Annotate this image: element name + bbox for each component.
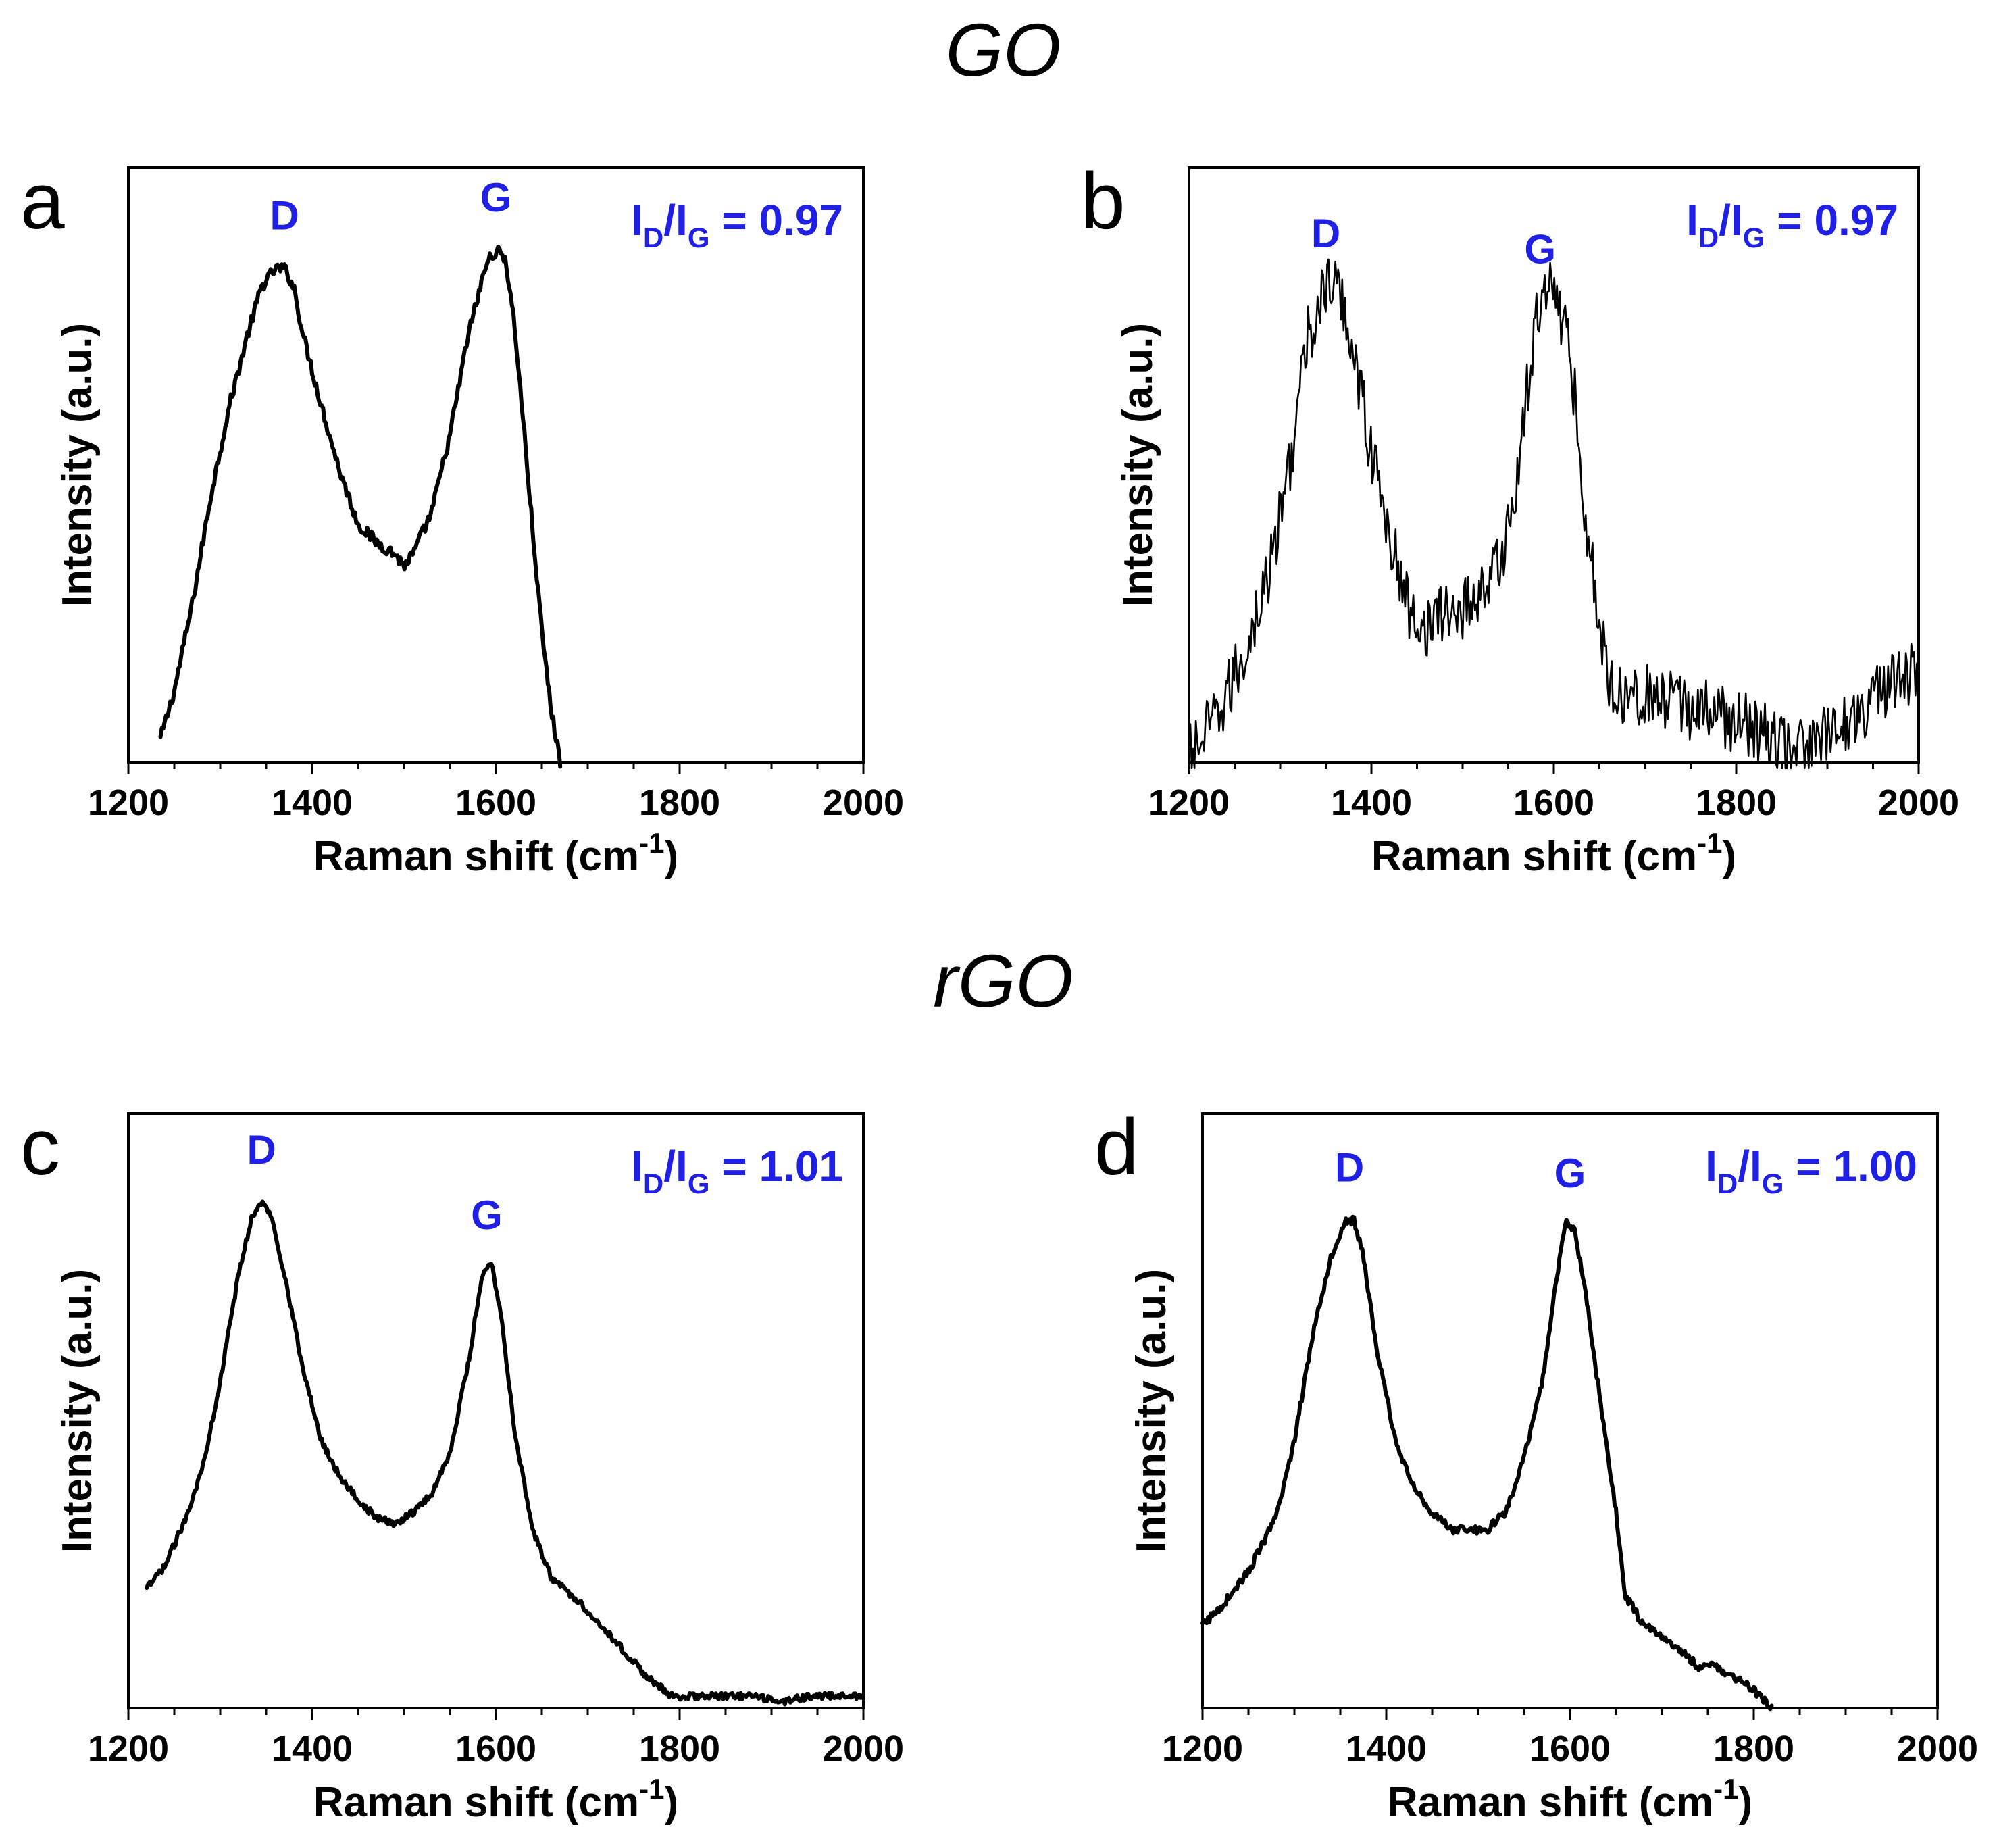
x-tick-label: 1800 xyxy=(639,1728,720,1769)
ratio-base: I xyxy=(676,1142,688,1191)
x-tick-label: 1400 xyxy=(1331,782,1412,823)
x-tick-label: 2000 xyxy=(1878,782,1959,823)
panel-letter-b: b xyxy=(1081,157,1125,246)
ratio-value: = 1.01 xyxy=(710,1142,844,1191)
x-tick-label: 1200 xyxy=(1148,782,1230,823)
y-axis-label: Intensity (a.u.) xyxy=(1128,1269,1175,1553)
x-axis-label-close: ) xyxy=(665,833,679,880)
x-tick-label: 1200 xyxy=(1162,1728,1243,1769)
peak-label-d: D xyxy=(1335,1145,1364,1190)
spectrum-line-c xyxy=(145,1199,865,1707)
id-ig-ratio: ID/IG = 0.97 xyxy=(1686,196,1898,253)
y-axis-label: Intensity (a.u.) xyxy=(1115,323,1161,607)
peak-label-d: D xyxy=(247,1127,276,1172)
spectrum-line-a xyxy=(158,245,563,769)
ratio-base: I xyxy=(1750,1142,1762,1191)
x-axis-label-sup: -1 xyxy=(1713,1773,1738,1805)
y-axis-label: Intensity (a.u.) xyxy=(54,1269,101,1553)
ratio-sub-d: D xyxy=(643,222,663,253)
spectrum-line-b xyxy=(1188,258,1919,770)
x-axis-label-sup: -1 xyxy=(639,827,664,859)
id-ig-ratio: ID/IG = 0.97 xyxy=(631,196,843,253)
x-tick-label: 1600 xyxy=(1529,1728,1611,1769)
x-tick-label: 1400 xyxy=(1346,1728,1427,1769)
ratio-sub-d: D xyxy=(1717,1168,1738,1199)
x-axis-label: Raman shift (cm-1) xyxy=(313,827,678,880)
x-tick-label: 2000 xyxy=(823,782,904,823)
x-axis-label-text: Raman shift (cm xyxy=(313,1779,639,1826)
peak-label-g: G xyxy=(1554,1151,1586,1196)
ratio-slash: / xyxy=(663,1142,676,1191)
ratio-base: I xyxy=(631,1142,643,1191)
chart-panel-d: d 1200 1400 1600 1800 2000 Raman shift (cm-1) I… xyxy=(1094,1103,1978,1826)
x-axis-label-text: Raman shift (cm xyxy=(1388,1779,1713,1826)
ratio-value: = 0.97 xyxy=(1765,196,1899,245)
x-tick-label: 1400 xyxy=(272,782,353,823)
x-tick-label: 1200 xyxy=(88,1728,169,1769)
x-axis-label: Raman shift (cm-1) xyxy=(313,1773,678,1826)
x-tick-label: 1600 xyxy=(455,782,536,823)
peak-label-g: G xyxy=(1524,226,1556,272)
x-axis-label-text: Raman shift (cm xyxy=(313,833,639,880)
chart-panel-b: b 1200 1400 1600 1800 2000 Raman shift (cm-1) I… xyxy=(1081,157,1959,880)
chart-panel-a: a 1200 1400 1600 1800 2000 Raman shift (cm-1) I… xyxy=(20,157,904,880)
section-title-rgo: rGO xyxy=(933,940,1073,1023)
ratio-sub-g: G xyxy=(688,222,710,253)
ratio-value: = 0.97 xyxy=(710,196,844,245)
x-tick-label: 1200 xyxy=(88,782,169,823)
ratio-base: I xyxy=(1731,196,1743,245)
x-tick-label: 2000 xyxy=(823,1728,904,1769)
peak-label-d: D xyxy=(270,193,299,239)
id-ig-ratio: ID/IG = 1.01 xyxy=(631,1142,843,1199)
x-axis-label-text: Raman shift (cm xyxy=(1371,833,1697,880)
ratio-slash: / xyxy=(1719,196,1731,245)
x-axis-label-close: ) xyxy=(665,1779,679,1826)
chart-panel-c: c 1200 1400 1600 1800 2000 Raman shift (cm-1) I… xyxy=(20,1103,904,1826)
ratio-sub-d: D xyxy=(643,1168,663,1199)
section-title-go: GO xyxy=(945,9,1061,92)
ratio-base: I xyxy=(676,196,688,245)
x-tick-label: 1400 xyxy=(272,1728,353,1769)
panel-letter-c: c xyxy=(20,1103,60,1192)
x-tick-label: 1600 xyxy=(1513,782,1594,823)
peak-label-g: G xyxy=(480,175,512,220)
x-axis-label-close: ) xyxy=(1723,833,1737,880)
x-axis-label: Raman shift (cm-1) xyxy=(1371,827,1736,880)
panel-letter-d: d xyxy=(1094,1103,1139,1192)
ratio-sub-g: G xyxy=(688,1168,710,1199)
x-tick-label: 1800 xyxy=(639,782,720,823)
ratio-sub-d: D xyxy=(1698,222,1719,253)
ratio-slash: / xyxy=(1738,1142,1750,1191)
ratio-sub-g: G xyxy=(1762,1168,1784,1199)
id-ig-ratio: ID/IG = 1.00 xyxy=(1705,1142,1917,1199)
x-tick-label: 2000 xyxy=(1897,1728,1978,1769)
y-axis-label: Intensity (a.u.) xyxy=(54,323,101,607)
axes-frame xyxy=(1201,1112,1939,1709)
peak-label-d: D xyxy=(1311,211,1340,256)
ratio-slash: / xyxy=(663,196,676,245)
ratio-sub-g: G xyxy=(1743,222,1765,253)
x-tick-label: 1600 xyxy=(455,1728,536,1769)
spectrum-line-d xyxy=(1200,1214,1774,1712)
x-axis-label-close: ) xyxy=(1739,1779,1753,1826)
panel-letter-a: a xyxy=(20,157,65,246)
ratio-value: = 1.00 xyxy=(1784,1142,1918,1191)
x-axis-label-sup: -1 xyxy=(1697,827,1722,859)
ratio-base: I xyxy=(1705,1142,1717,1191)
peak-label-g: G xyxy=(471,1193,503,1238)
x-axis-label: Raman shift (cm-1) xyxy=(1388,1773,1752,1826)
x-tick-label: 1800 xyxy=(1696,782,1777,823)
x-axis-label-sup: -1 xyxy=(639,1773,664,1805)
x-tick-label: 1800 xyxy=(1713,1728,1794,1769)
ratio-base: I xyxy=(1686,196,1698,245)
ratio-base: I xyxy=(631,196,643,245)
